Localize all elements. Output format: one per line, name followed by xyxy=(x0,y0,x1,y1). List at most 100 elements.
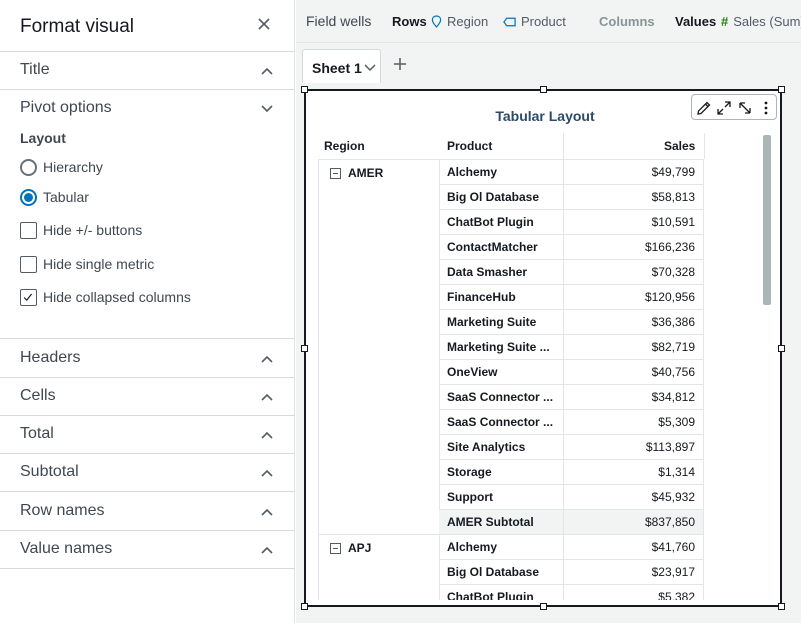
sales-cell: $49,799 xyxy=(563,159,704,184)
layout-option-hierarchy[interactable]: Hierarchy xyxy=(20,156,103,178)
table-row[interactable]: ChatBot Plugin $5,382 xyxy=(318,584,705,600)
visual-title[interactable]: Tabular Layout xyxy=(495,108,595,124)
header-divider xyxy=(704,133,705,159)
section-title[interactable]: Title xyxy=(0,52,295,90)
product-cell: Marketing Suite xyxy=(439,309,563,334)
table-row[interactable]: ContactMatcher $166,236 xyxy=(318,234,705,259)
checkmark-icon xyxy=(23,293,33,301)
section-total[interactable]: Total xyxy=(0,416,295,454)
chevron-up-icon[interactable] xyxy=(261,355,273,363)
checkbox-box[interactable] xyxy=(20,221,37,239)
pivot-table-visual[interactable]: Tabular Layout Region Product Sales xyxy=(301,86,785,610)
table-row[interactable]: Data Smasher $70,328 xyxy=(318,259,705,284)
resize-handle[interactable] xyxy=(301,603,308,610)
table-row[interactable]: SaaS Connector ... $34,812 xyxy=(318,384,705,409)
table-row[interactable]: ChatBot Plugin $10,591 xyxy=(318,209,705,234)
chevron-down-icon[interactable] xyxy=(261,105,273,113)
table-row[interactable]: FinanceHub $120,956 xyxy=(318,284,705,309)
table-row[interactable]: Big Ol Database $58,813 xyxy=(318,184,705,209)
product-cell: SaaS Connector ... xyxy=(439,409,563,434)
chevron-down-icon[interactable] xyxy=(364,64,376,72)
section-pivot-options-header[interactable]: Pivot options xyxy=(0,90,295,127)
section-subtotal[interactable]: Subtotal xyxy=(0,454,295,492)
plus-icon[interactable] xyxy=(393,57,407,71)
resize-handle[interactable] xyxy=(778,603,785,610)
resize-handle[interactable] xyxy=(540,86,547,93)
column-header-sales[interactable]: Sales xyxy=(664,139,696,153)
collapse-icon[interactable] xyxy=(330,167,341,179)
table-row[interactable]: Alchemy $49,799 xyxy=(318,159,705,184)
chevron-up-icon[interactable] xyxy=(261,67,273,75)
pivot-table: Region Product Sales AMER Alchemy $49,79… xyxy=(318,131,705,600)
resize-handle[interactable] xyxy=(301,86,308,93)
section-title-header[interactable]: Title xyxy=(0,52,295,89)
column-header-product[interactable]: Product xyxy=(447,139,493,153)
radio-hierarchy[interactable] xyxy=(20,158,37,176)
sales-cell: $40,756 xyxy=(563,359,704,384)
table-row[interactable]: Site Analytics $113,897 xyxy=(318,434,705,459)
section-label: Headers xyxy=(20,349,81,366)
resize-icon[interactable] xyxy=(737,100,753,116)
table-row[interactable]: Big Ol Database $23,917 xyxy=(318,559,705,584)
field-region[interactable]: Region xyxy=(431,14,488,29)
checkbox-hide-single-metric[interactable]: Hide single metric xyxy=(20,253,154,275)
product-cell: Site Analytics xyxy=(439,434,563,459)
section-row-names-header[interactable]: Row names xyxy=(0,493,295,530)
section-cells-header[interactable]: Cells xyxy=(0,378,295,415)
column-header-region[interactable]: Region xyxy=(324,139,365,153)
table-row[interactable]: OneView $40,756 xyxy=(318,359,705,384)
chevron-up-icon[interactable] xyxy=(261,393,273,401)
panel-header: Format visual xyxy=(0,0,294,52)
checkbox-hide-buttons[interactable]: Hide +/- buttons xyxy=(20,219,142,241)
collapse-icon[interactable] xyxy=(330,542,341,554)
radio-tabular[interactable] xyxy=(20,188,37,206)
section-value-names[interactable]: Value names xyxy=(0,531,295,569)
checkbox-box[interactable] xyxy=(20,255,37,273)
resize-handle[interactable] xyxy=(778,86,785,93)
chevron-up-icon[interactable] xyxy=(261,469,273,477)
checkbox-label: Hide collapsed columns xyxy=(43,289,191,305)
sales-cell: $82,719 xyxy=(563,334,704,359)
field-wells-title[interactable]: Field wells xyxy=(306,13,372,29)
table-row[interactable]: SaaS Connector ... $5,309 xyxy=(318,409,705,434)
columns-label: Columns xyxy=(599,14,655,29)
checkbox-hide-collapsed-columns[interactable]: Hide collapsed columns xyxy=(20,286,191,308)
section-label: Title xyxy=(20,61,50,78)
resize-handle[interactable] xyxy=(540,603,547,610)
expand-icon[interactable] xyxy=(716,100,732,116)
chevron-up-icon[interactable] xyxy=(261,508,273,516)
section-total-header[interactable]: Total xyxy=(0,416,295,453)
chevron-up-icon[interactable] xyxy=(261,431,273,439)
field-sales[interactable]: # Sales (Sum) xyxy=(721,14,801,29)
layout-option-tabular[interactable]: Tabular xyxy=(20,186,89,208)
subtotal-row[interactable]: AMER Subtotal $837,850 xyxy=(318,509,705,534)
section-value-names-header[interactable]: Value names xyxy=(0,531,295,568)
section-row-names[interactable]: Row names xyxy=(0,493,295,531)
product-cell: ContactMatcher xyxy=(439,234,563,259)
checkbox-box-checked[interactable] xyxy=(20,288,37,306)
section-subtotal-header[interactable]: Subtotal xyxy=(0,454,295,491)
close-icon[interactable] xyxy=(256,16,272,32)
sheet-tabs-bar: Sheet 1 xyxy=(296,43,801,83)
section-headers-header[interactable]: Headers xyxy=(0,340,295,377)
table-row[interactable]: Marketing Suite $36,386 xyxy=(318,309,705,334)
table-row[interactable]: Storage $1,314 xyxy=(318,459,705,484)
section-label: Cells xyxy=(20,387,56,404)
option-label: Hierarchy xyxy=(43,159,103,175)
resize-handle[interactable] xyxy=(301,345,308,352)
section-cells[interactable]: Cells xyxy=(0,378,295,416)
product-cell: ChatBot Plugin xyxy=(439,209,563,234)
more-icon[interactable] xyxy=(758,100,774,116)
pencil-icon[interactable] xyxy=(696,100,712,116)
field-product[interactable]: Product xyxy=(503,14,566,29)
chevron-up-icon[interactable] xyxy=(261,546,273,554)
vertical-scrollbar[interactable] xyxy=(763,135,771,305)
table-row[interactable]: Support $45,932 xyxy=(318,484,705,509)
field-label: Sales (Sum) xyxy=(733,14,801,29)
tab-sheet-1[interactable]: Sheet 1 xyxy=(302,49,381,83)
table-row[interactable]: Marketing Suite ... $82,719 xyxy=(318,334,705,359)
resize-handle[interactable] xyxy=(778,345,785,352)
section-headers[interactable]: Headers xyxy=(0,340,295,378)
table-row[interactable]: Alchemy $41,760 xyxy=(318,534,705,559)
sales-cell: $70,328 xyxy=(563,259,704,284)
